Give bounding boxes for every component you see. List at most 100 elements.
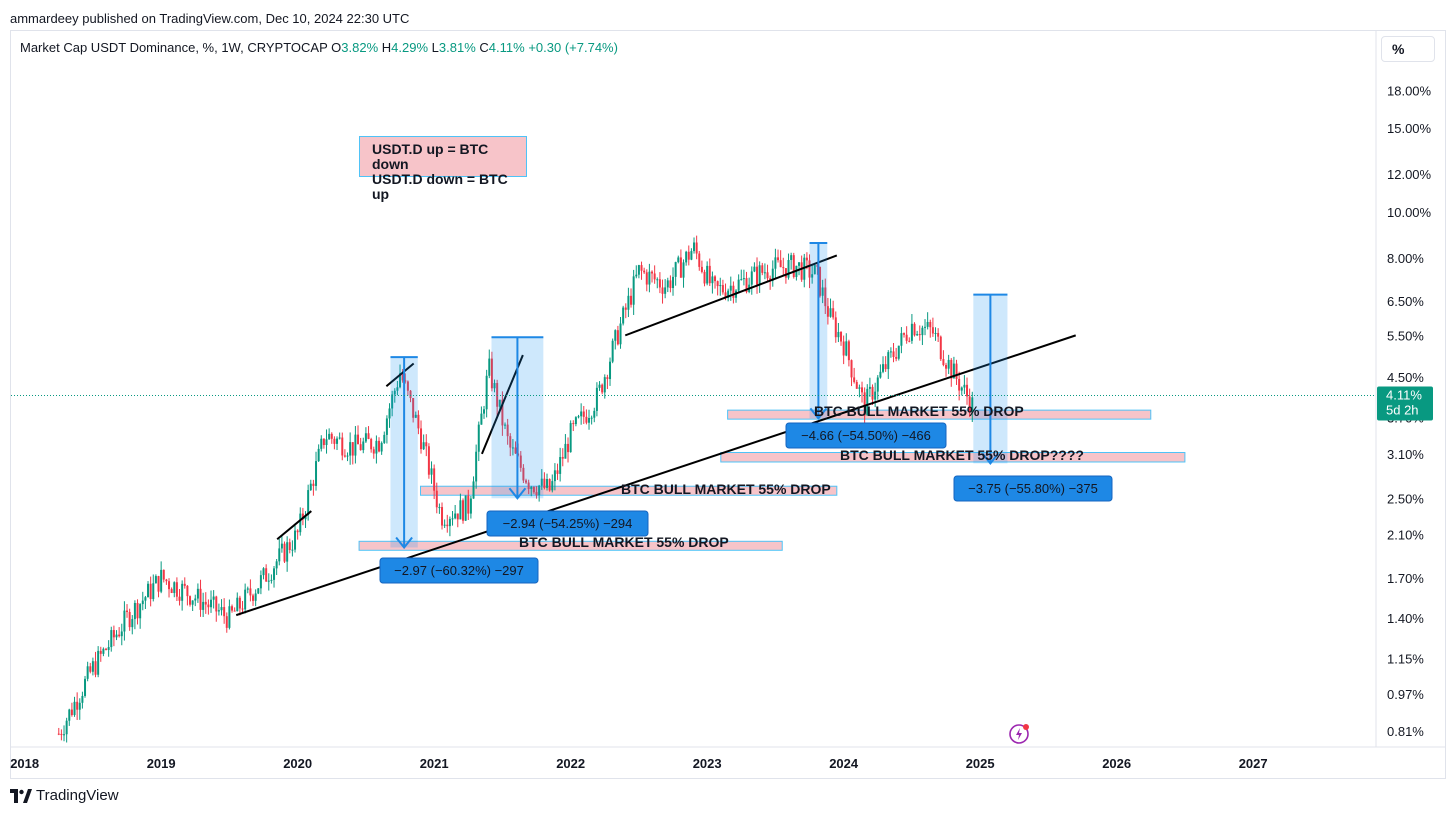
candle-body — [895, 356, 898, 359]
candle-body — [409, 390, 412, 399]
candle-body — [808, 260, 811, 278]
candle-body — [257, 588, 260, 594]
zones-layer — [358, 409, 1186, 551]
candle-body — [790, 255, 793, 261]
candle-body — [700, 266, 703, 272]
zone-rect[interactable] — [420, 485, 838, 496]
candle-body — [585, 416, 588, 423]
candle-body — [191, 600, 194, 605]
candle-body — [834, 317, 837, 338]
zone-rect[interactable] — [720, 451, 1186, 463]
candle-body — [262, 568, 265, 576]
candle-body — [832, 308, 835, 318]
zone-label: BTC BULL MARKET 55% DROP???? — [840, 447, 1084, 463]
trendline[interactable] — [385, 362, 415, 387]
candle-body — [105, 648, 108, 650]
candle-body — [412, 398, 415, 418]
candle-body — [929, 321, 932, 328]
time-tick-label: 2019 — [147, 756, 176, 771]
zone-rect[interactable] — [358, 540, 783, 551]
candle-body — [57, 733, 60, 735]
candle-body — [614, 330, 617, 341]
candle-body — [603, 377, 606, 393]
symbol-legend[interactable]: Market Cap USDT Dominance, %, 1W, CRYPTO… — [20, 40, 618, 55]
candle-body — [241, 608, 244, 610]
candle-body — [315, 461, 318, 486]
lightning-icon[interactable] — [1008, 722, 1030, 744]
price-unit-button[interactable]: % — [1381, 36, 1435, 62]
last-price-tag[interactable] — [1377, 386, 1433, 421]
candle-body — [945, 364, 948, 369]
candle-body — [349, 442, 352, 456]
candle-body — [275, 561, 278, 569]
candle-body — [640, 265, 643, 271]
candle-body — [921, 327, 924, 336]
axes-layer: 22.00%18.00%15.00%12.00%10.00%8.00%6.50%… — [10, 31, 1445, 771]
candle-body — [703, 271, 706, 284]
candle-body — [624, 307, 627, 310]
trendline[interactable] — [624, 254, 838, 337]
candle-body — [367, 433, 370, 440]
candle-body — [286, 542, 289, 562]
candle-body — [388, 408, 391, 419]
candle-body — [819, 266, 822, 296]
candle-body — [863, 392, 866, 416]
candle-body — [693, 242, 696, 252]
candle-body — [60, 733, 63, 736]
candle-body — [86, 666, 89, 679]
candle-body — [370, 439, 373, 450]
candle-body — [729, 285, 732, 291]
time-tick-label: 2024 — [829, 756, 859, 771]
candle-body — [359, 444, 362, 451]
candle-body — [338, 437, 341, 439]
candle-body — [724, 292, 727, 298]
candle-body — [771, 268, 774, 281]
trendline[interactable] — [235, 334, 1077, 617]
price-tick-label: 2.50% — [1387, 491, 1424, 506]
close-value: 4.11% — [488, 40, 525, 55]
candle-body — [593, 410, 596, 418]
candle-body — [336, 438, 339, 444]
trendline[interactable] — [276, 510, 312, 541]
candle-body — [745, 278, 748, 292]
zone-rect[interactable] — [727, 409, 1152, 420]
trendline[interactable] — [481, 354, 524, 455]
candle-body — [674, 262, 677, 277]
candle-body — [947, 359, 950, 369]
candle-body — [207, 604, 210, 608]
candle-body — [94, 661, 97, 675]
measure-label: −4.66 (−54.50%) −466 — [801, 428, 931, 443]
candle-body — [630, 295, 633, 305]
candle-body — [522, 467, 525, 481]
candle-body — [698, 253, 701, 267]
candle-body — [627, 295, 630, 310]
candle-body — [212, 596, 215, 600]
candle-body — [582, 411, 585, 417]
candle-body — [847, 341, 850, 361]
candle-body — [619, 323, 622, 345]
candle-body — [784, 268, 787, 278]
candle-body — [364, 433, 367, 442]
candle-body — [937, 332, 940, 337]
price-tick-label: 2.10% — [1387, 527, 1424, 542]
candle-body — [971, 397, 974, 413]
candle-body — [622, 307, 625, 324]
candle-body — [601, 384, 604, 393]
candle-body — [322, 438, 325, 446]
candle-body — [553, 470, 556, 482]
candle-body — [826, 306, 829, 317]
candle-body — [244, 589, 247, 610]
candle-body — [643, 270, 646, 273]
candle-body — [220, 607, 223, 611]
candle-body — [900, 333, 903, 346]
footer-brand[interactable]: TradingView — [10, 787, 119, 804]
tradingview-logo-icon — [10, 788, 32, 803]
candle-body — [845, 341, 848, 356]
zone-label: BTC BULL MARKET 55% DROP — [621, 481, 831, 497]
candle-body — [152, 583, 155, 600]
candle-body — [154, 576, 157, 584]
candle-body — [68, 709, 71, 721]
candle-body — [160, 569, 163, 592]
candle-body — [774, 257, 777, 269]
